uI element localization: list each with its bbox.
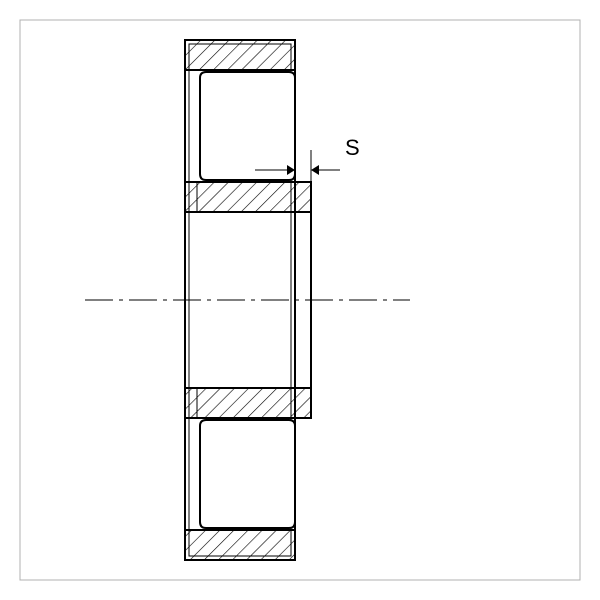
inner-ring-silhouette — [185, 182, 311, 418]
bearing-cross-section-diagram: S — [0, 0, 600, 600]
inner-ring-top-section — [185, 182, 311, 212]
roller-bottom — [200, 420, 295, 528]
dimension-s-label: S — [345, 135, 360, 160]
dimension-s-arrow-right-head — [311, 165, 319, 175]
inner-ring-bottom-section — [185, 388, 311, 418]
roller-top — [200, 72, 295, 180]
